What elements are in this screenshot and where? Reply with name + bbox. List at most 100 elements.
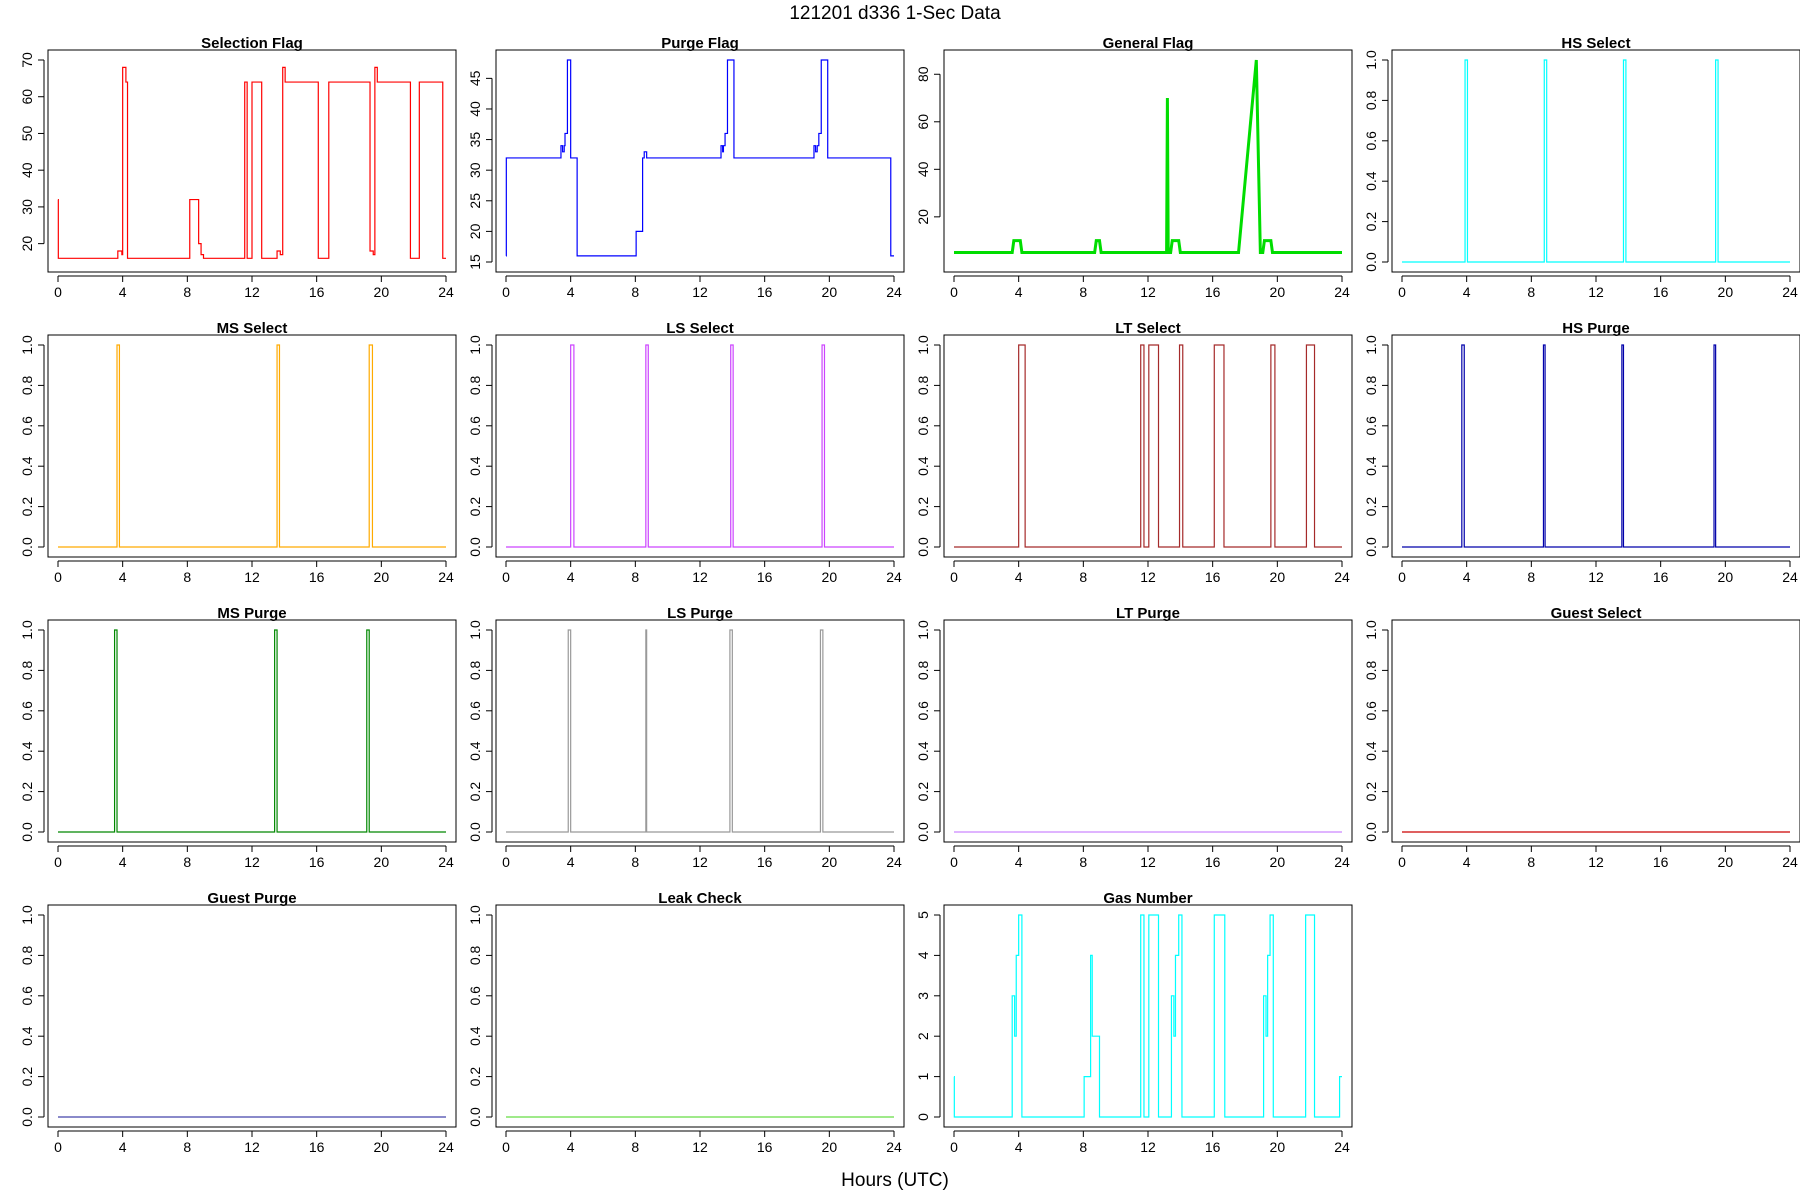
ls-select-x-tick-label: 0: [502, 569, 510, 585]
leak-check-y-tick-label: 0.4: [467, 1026, 483, 1046]
ls-purge-x-tick-label: 20: [822, 854, 838, 870]
ms-select-y-tick-label: 0.6: [19, 416, 35, 436]
leak-check-title: Leak Check: [658, 890, 742, 907]
ls-select-title: LS Select: [666, 320, 734, 337]
guest-purge-x-tick-label: 24: [438, 1139, 454, 1155]
leak-check-plot-frame: [495, 904, 905, 1128]
ms-select-plot-frame: [47, 334, 457, 558]
ls-purge-x-tick-label: 4: [567, 854, 575, 870]
panel-1: Selection Flag 0 4 8 12 16 20 24 20 30 40 50 60 70: [19, 35, 457, 300]
selection-flag-y-tick-label: 60: [19, 89, 35, 105]
general-flag-y-tick-label: 80: [915, 66, 931, 82]
ls-select-x-tick-label: 20: [822, 569, 838, 585]
guest-purge-y-tick-label: 0.2: [19, 1067, 35, 1087]
lt-purge-x-tick-label: 16: [1205, 854, 1221, 870]
ls-select-y-tick-label: 0.8: [467, 375, 483, 395]
guest-select-title: Guest Select: [1551, 605, 1642, 622]
guest-purge-y-tick-label: 0.8: [19, 945, 35, 965]
gas-number-x-tick-label: 24: [1334, 1139, 1350, 1155]
ms-purge-x-tick-label: 20: [374, 854, 390, 870]
hs-purge-x-tick-label: 4: [1463, 569, 1471, 585]
hs-select-x-tick-label: 24: [1782, 284, 1798, 300]
selection-flag-x-tick-label: 4: [119, 284, 127, 300]
gas-number-y-tick-label: 3: [915, 992, 931, 1000]
selection-flag-y-tick-label: 50: [19, 125, 35, 141]
panel-3: General Flag 0 4 8 12 16 20 24 20 40 60 80: [915, 35, 1353, 300]
general-flag-x-tick-label: 20: [1270, 284, 1286, 300]
ms-select-y-tick-label: 0.0: [19, 537, 35, 557]
ms-purge-x-tick-label: 8: [183, 854, 191, 870]
ms-select-x-tick-label: 20: [374, 569, 390, 585]
purge-flag-y-tick-label: 35: [467, 132, 483, 148]
ms-purge-x-tick-label: 12: [244, 854, 260, 870]
leak-check-y-tick-label: 1.0: [467, 905, 483, 925]
ms-select-y-tick-label: 0.2: [19, 497, 35, 517]
lt-select-title: LT Select: [1115, 320, 1181, 337]
lt-select-y-tick-label: 0.6: [915, 416, 931, 436]
ms-purge-x-tick-label: 16: [309, 854, 325, 870]
hs-purge-plot-frame: [1391, 334, 1800, 558]
leak-check-x-tick-label: 16: [757, 1139, 773, 1155]
figure-title: 121201 d336 1-Sec Data: [789, 3, 1001, 24]
hs-select-y-tick-label: 1.0: [1363, 50, 1379, 70]
hs-select-title: HS Select: [1561, 35, 1630, 52]
hs-purge-x-tick-label: 20: [1718, 569, 1734, 585]
general-flag-x-tick-label: 8: [1079, 284, 1087, 300]
panel-11: LT Purge 0 4 8 12 16 20 24 0.0 0.2 0.4 0.6 0.8 1.0: [915, 605, 1353, 870]
ls-purge-y-tick-label: 0.2: [467, 782, 483, 802]
panel-5: MS Select 0 4 8 12 16 20 24 0.0 0.2 0.4 0.6 0.8 1.0: [19, 320, 457, 585]
lt-purge-title: LT Purge: [1116, 605, 1180, 622]
gas-number-title: Gas Number: [1103, 890, 1192, 907]
lt-purge-y-tick-label: 0.2: [915, 782, 931, 802]
ls-purge-y-tick-label: 1.0: [467, 620, 483, 640]
general-flag-title: General Flag: [1103, 35, 1194, 52]
hs-purge-title: HS Purge: [1562, 320, 1630, 337]
ls-select-y-tick-label: 0.2: [467, 497, 483, 517]
lt-purge-y-tick-label: 0.6: [915, 701, 931, 721]
hs-select-plot-frame: [1391, 49, 1800, 273]
leak-check-x-tick-label: 12: [692, 1139, 708, 1155]
gas-number-x-tick-label: 4: [1015, 1139, 1023, 1155]
gas-number-y-tick-label: 1: [915, 1072, 931, 1080]
general-flag-x-tick-label: 4: [1015, 284, 1023, 300]
ls-purge-title: LS Purge: [667, 605, 733, 622]
hs-purge-x-tick-label: 8: [1527, 569, 1535, 585]
lt-purge-plot-frame: [943, 619, 1353, 843]
ls-purge-x-tick-label: 12: [692, 854, 708, 870]
purge-flag-x-tick-label: 12: [692, 284, 708, 300]
selection-flag-y-tick-label: 20: [19, 236, 35, 252]
ms-select-x-tick-label: 0: [54, 569, 62, 585]
guest-select-x-tick-label: 8: [1527, 854, 1535, 870]
guest-select-x-tick-label: 24: [1782, 854, 1798, 870]
guest-select-y-tick-label: 0.6: [1363, 701, 1379, 721]
panel-8: HS Purge 0 4 8 12 16 20 24 0.0 0.2 0.4 0.6 0.8 1.0: [1363, 320, 1800, 585]
ms-select-y-tick-label: 0.8: [19, 375, 35, 395]
lt-select-x-tick-label: 20: [1270, 569, 1286, 585]
selection-flag-y-tick-label: 40: [19, 162, 35, 178]
lt-purge-x-tick-label: 4: [1015, 854, 1023, 870]
ms-purge-y-tick-label: 0.4: [19, 741, 35, 761]
guest-purge-y-tick-label: 0.6: [19, 986, 35, 1006]
hs-purge-y-tick-label: 0.2: [1363, 497, 1379, 517]
hs-purge-y-tick-label: 0.6: [1363, 416, 1379, 436]
guest-purge-y-tick-label: 1.0: [19, 905, 35, 925]
ms-select-y-tick-label: 0.4: [19, 456, 35, 476]
guest-purge-title: Guest Purge: [207, 890, 296, 907]
ms-purge-x-tick-label: 0: [54, 854, 62, 870]
ls-select-y-tick-label: 1.0: [467, 335, 483, 355]
lt-select-y-tick-label: 0.4: [915, 456, 931, 476]
panel-12: Guest Select 0 4 8 12 16 20 24 0.0 0.2 0.4 0.6 0.8 1.…: [1363, 605, 1800, 870]
lt-select-x-tick-label: 4: [1015, 569, 1023, 585]
gas-number-y-tick-label: 5: [915, 911, 931, 919]
leak-check-x-tick-label: 8: [631, 1139, 639, 1155]
purge-flag-x-tick-label: 16: [757, 284, 773, 300]
selection-flag-x-tick-label: 8: [183, 284, 191, 300]
gas-number-x-tick-label: 20: [1270, 1139, 1286, 1155]
guest-select-y-tick-label: 1.0: [1363, 620, 1379, 640]
selection-flag-x-tick-label: 16: [309, 284, 325, 300]
selection-flag-y-tick-label: 30: [19, 199, 35, 215]
lt-select-y-tick-label: 0.0: [915, 537, 931, 557]
ms-purge-plot-frame: [47, 619, 457, 843]
lt-select-x-tick-label: 12: [1140, 569, 1156, 585]
